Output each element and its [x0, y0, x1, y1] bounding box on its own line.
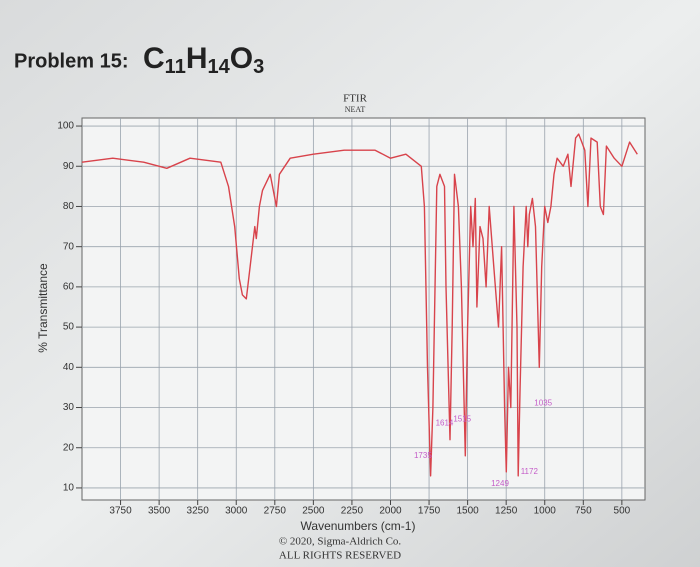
x-axis-label: Wavenumbers (cm-1)	[301, 519, 416, 533]
x-tick-label: 1500	[456, 506, 479, 517]
x-tick-label: 1000	[534, 506, 557, 517]
x-tick-label: 1250	[495, 506, 518, 517]
y-tick-label: 40	[63, 362, 75, 373]
y-tick-label: 100	[57, 121, 74, 132]
peak-annotation: 1515	[453, 415, 471, 424]
x-tick-label: 3750	[109, 506, 132, 517]
footer: ALL RIGHTS RESERVED	[279, 550, 401, 562]
y-tick-label: 50	[63, 322, 75, 333]
x-tick-label: 750	[575, 506, 592, 517]
subtitle: FTIR	[343, 93, 368, 105]
plot-area	[81, 117, 646, 501]
x-tick-label: 3250	[187, 506, 210, 517]
x-tick-label: 3000	[225, 506, 248, 517]
y-tick-label: 10	[63, 483, 75, 494]
formula-element: O	[230, 42, 253, 75]
y-tick-label: 90	[63, 161, 75, 172]
x-tick-label: 2500	[302, 506, 325, 517]
y-tick-label: 30	[63, 402, 75, 413]
footer: © 2020, Sigma-Aldrich Co.	[279, 536, 402, 548]
y-tick-label: 80	[63, 201, 75, 212]
subtitle: NEAT	[345, 105, 366, 114]
peak-annotation: 1035	[534, 399, 552, 408]
formula-subscript: 14	[208, 56, 231, 78]
x-tick-label: 2250	[341, 506, 364, 517]
peak-annotation: 1172	[521, 467, 539, 476]
peak-annotation: 1249	[491, 479, 509, 488]
x-tick-label: 2750	[264, 506, 287, 517]
formula: C11H14O3	[143, 42, 264, 78]
peak-annotation: 1735	[414, 451, 432, 460]
x-tick-label: 2000	[379, 506, 402, 517]
y-tick-label: 70	[63, 241, 75, 252]
chart-title: Problem 15:	[14, 50, 128, 72]
x-tick-label: 1750	[418, 506, 441, 517]
formula-element: H	[186, 42, 208, 75]
x-tick-label: 3500	[148, 506, 171, 517]
x-tick-label: 500	[614, 506, 631, 517]
y-tick-label: 60	[63, 282, 75, 293]
formula-element: C	[143, 42, 165, 75]
formula-subscript: 11	[165, 56, 186, 78]
y-axis-label: % Transmittance	[36, 263, 50, 353]
peak-annotation: 1614	[436, 419, 454, 428]
y-tick-label: 20	[63, 442, 75, 453]
spectrum-line	[81, 133, 638, 477]
formula-subscript: 3	[253, 56, 264, 78]
